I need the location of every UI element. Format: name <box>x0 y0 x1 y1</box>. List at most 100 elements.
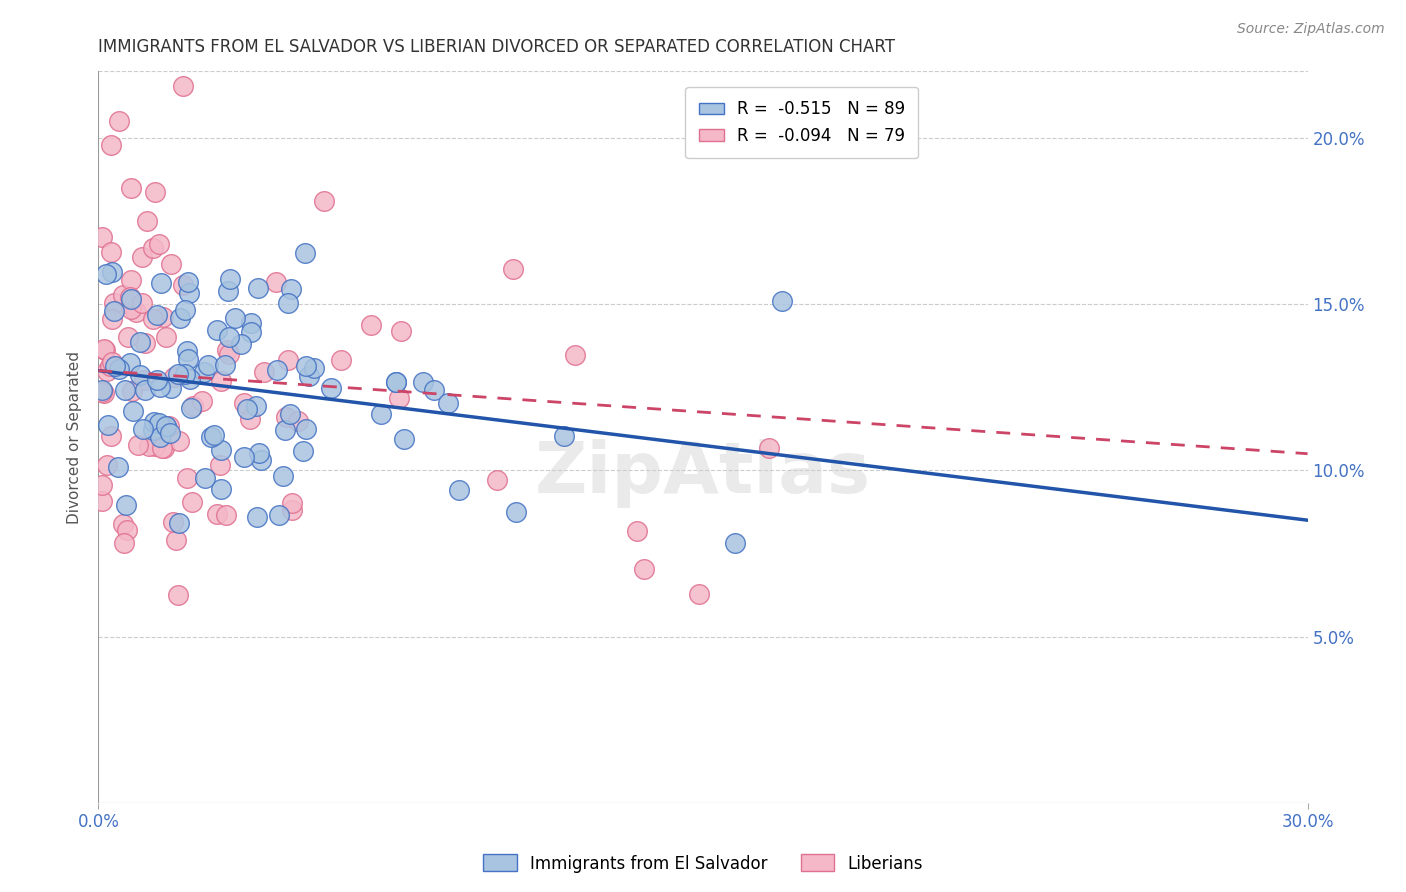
Point <box>155 329 177 343</box>
Point <box>166 368 188 382</box>
Point <box>423 383 446 397</box>
Point <box>155 420 177 434</box>
Point <box>120 180 142 194</box>
Point <box>181 399 204 413</box>
Point <box>91 493 114 508</box>
Point <box>107 114 129 128</box>
Point <box>146 373 169 387</box>
Point <box>281 496 304 510</box>
Point <box>553 429 575 443</box>
Point <box>93 342 115 356</box>
Point <box>120 302 142 317</box>
Point <box>633 561 655 575</box>
Point <box>758 441 780 455</box>
Point <box>388 391 411 405</box>
Point <box>143 415 166 429</box>
Point <box>142 311 165 326</box>
Point <box>149 430 172 444</box>
Point <box>148 417 170 431</box>
Y-axis label: Divorced or Separated: Divorced or Separated <box>67 351 83 524</box>
Point <box>232 450 254 464</box>
Point <box>93 386 115 401</box>
Point <box>240 325 263 339</box>
Point <box>157 419 180 434</box>
Point <box>152 310 174 324</box>
Point <box>232 396 254 410</box>
Point <box>97 418 120 433</box>
Point <box>287 414 309 428</box>
Point <box>770 294 793 309</box>
Point <box>177 352 200 367</box>
Point <box>304 360 326 375</box>
Point <box>120 273 142 287</box>
Point <box>122 403 145 417</box>
Point <box>215 343 238 358</box>
Text: IMMIGRANTS FROM EL SALVADOR VS LIBERIAN DIVORCED OR SEPARATED CORRELATION CHART: IMMIGRANTS FROM EL SALVADOR VS LIBERIAN … <box>98 38 896 56</box>
Point <box>218 346 240 360</box>
Point <box>138 439 160 453</box>
Point <box>176 471 198 485</box>
Point <box>264 275 287 289</box>
Point <box>98 359 121 374</box>
Point <box>148 237 170 252</box>
Point <box>245 509 267 524</box>
Point <box>249 453 271 467</box>
Point <box>118 356 141 370</box>
Legend: Immigrants from El Salvador, Liberians: Immigrants from El Salvador, Liberians <box>477 847 929 880</box>
Point <box>688 587 710 601</box>
Point <box>163 370 186 384</box>
Point <box>91 477 114 491</box>
Point <box>101 265 124 279</box>
Point <box>135 214 157 228</box>
Point <box>214 508 236 522</box>
Point <box>149 380 172 394</box>
Point <box>103 295 125 310</box>
Point <box>114 383 136 397</box>
Point <box>96 458 118 472</box>
Point <box>269 508 291 523</box>
Point <box>384 375 406 389</box>
Point <box>142 241 165 255</box>
Point <box>172 78 194 93</box>
Point <box>173 368 195 382</box>
Point <box>294 246 316 260</box>
Point <box>486 473 509 487</box>
Point <box>120 292 142 306</box>
Point <box>278 407 301 421</box>
Point <box>174 303 197 318</box>
Point <box>179 285 201 300</box>
Point <box>209 458 232 472</box>
Point <box>205 323 228 337</box>
Point <box>125 305 148 319</box>
Point <box>281 503 304 517</box>
Text: Source: ZipAtlas.com: Source: ZipAtlas.com <box>1237 22 1385 37</box>
Text: ZipAtlas: ZipAtlas <box>536 439 870 508</box>
Point <box>115 523 138 537</box>
Point <box>193 365 215 379</box>
Point <box>100 137 122 152</box>
Point <box>143 439 166 453</box>
Point <box>108 362 131 376</box>
Point <box>239 412 262 426</box>
Point <box>385 375 408 389</box>
Point <box>224 311 246 326</box>
Point <box>273 423 295 437</box>
Point <box>218 330 240 344</box>
Point <box>252 365 274 379</box>
Point <box>120 290 142 304</box>
Point <box>111 517 134 532</box>
Point <box>360 318 382 332</box>
Point <box>229 336 252 351</box>
Point <box>100 311 122 326</box>
Point <box>180 401 202 415</box>
Point <box>202 428 225 442</box>
Point <box>271 469 294 483</box>
Point <box>112 536 135 550</box>
Point <box>209 374 232 388</box>
Point <box>370 407 392 421</box>
Point <box>103 303 125 318</box>
Point <box>131 295 153 310</box>
Point <box>277 296 299 310</box>
Point <box>167 516 190 530</box>
Point <box>166 588 188 602</box>
